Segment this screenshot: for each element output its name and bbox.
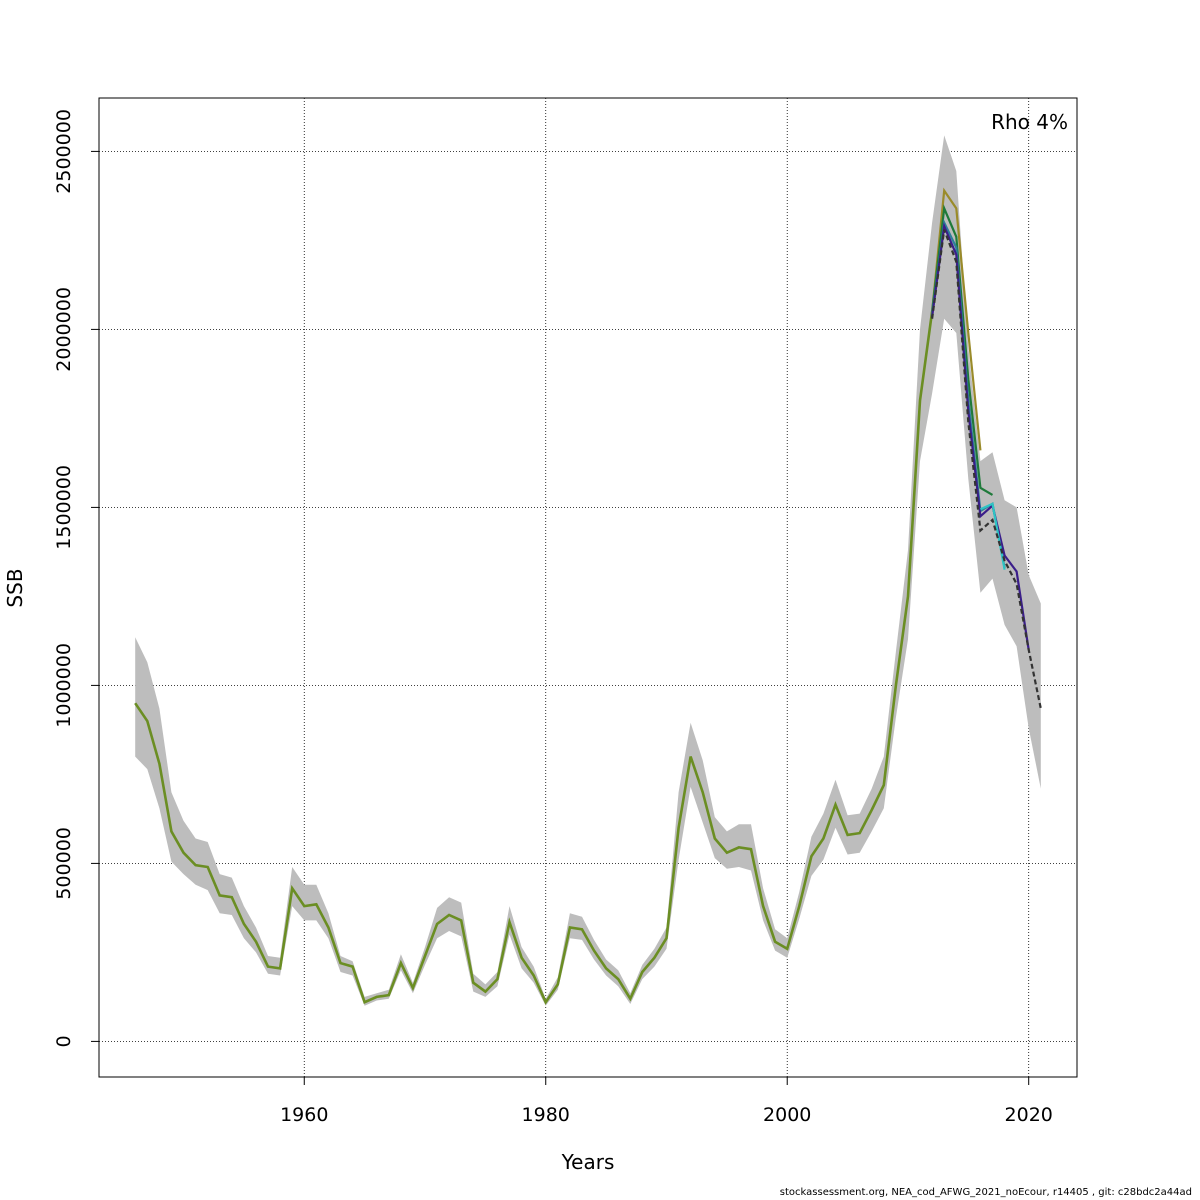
series-lines [134, 187, 1042, 1005]
x-axis: 1960 1980 2000 2020 [280, 1076, 1053, 1126]
x-axis-title: Years [561, 1150, 615, 1174]
series-line-0 [931, 187, 982, 451]
x-tick-label-1: 1980 [522, 1104, 570, 1126]
y-tick-label-4: 2000000 [53, 287, 75, 372]
series-line-3 [931, 222, 1030, 650]
series-line-1 [931, 204, 994, 496]
series-line-4 [979, 502, 1006, 570]
series-line-base [134, 311, 934, 1005]
y-tick-label-0: 0 [53, 1035, 75, 1047]
y-tick-label-1: 500000 [53, 827, 75, 900]
confidence-band [135, 135, 1041, 1006]
series-line-5 [931, 229, 1042, 709]
x-tick-label-2: 2000 [763, 1104, 811, 1126]
y-tick-label-3: 1500000 [53, 465, 75, 550]
x-tick-label-0: 1960 [280, 1104, 328, 1126]
y-tick-label-5: 2500000 [53, 109, 75, 194]
footer-source: stockassessment.org, NEA_cod_AFWG_2021_n… [779, 1187, 1192, 1198]
y-axis-title: SSB [3, 568, 27, 607]
y-axis: 0 500000 1000000 1500000 2000000 2500000 [53, 109, 99, 1047]
rho-annotation: Rho 4% [991, 110, 1068, 134]
x-tick-label-3: 2020 [1005, 1104, 1053, 1126]
y-tick-label-2: 1000000 [53, 643, 75, 728]
